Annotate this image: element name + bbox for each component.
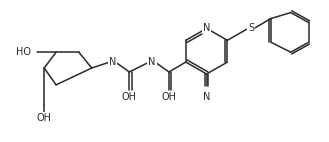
Text: N: N <box>203 92 210 102</box>
Text: S: S <box>248 23 254 33</box>
Text: N: N <box>109 57 116 67</box>
Text: OH: OH <box>37 113 52 123</box>
Text: N: N <box>203 23 210 33</box>
Text: N: N <box>148 57 156 67</box>
Text: OH: OH <box>122 92 137 102</box>
Text: OH: OH <box>162 92 176 102</box>
Text: HO: HO <box>16 47 31 57</box>
